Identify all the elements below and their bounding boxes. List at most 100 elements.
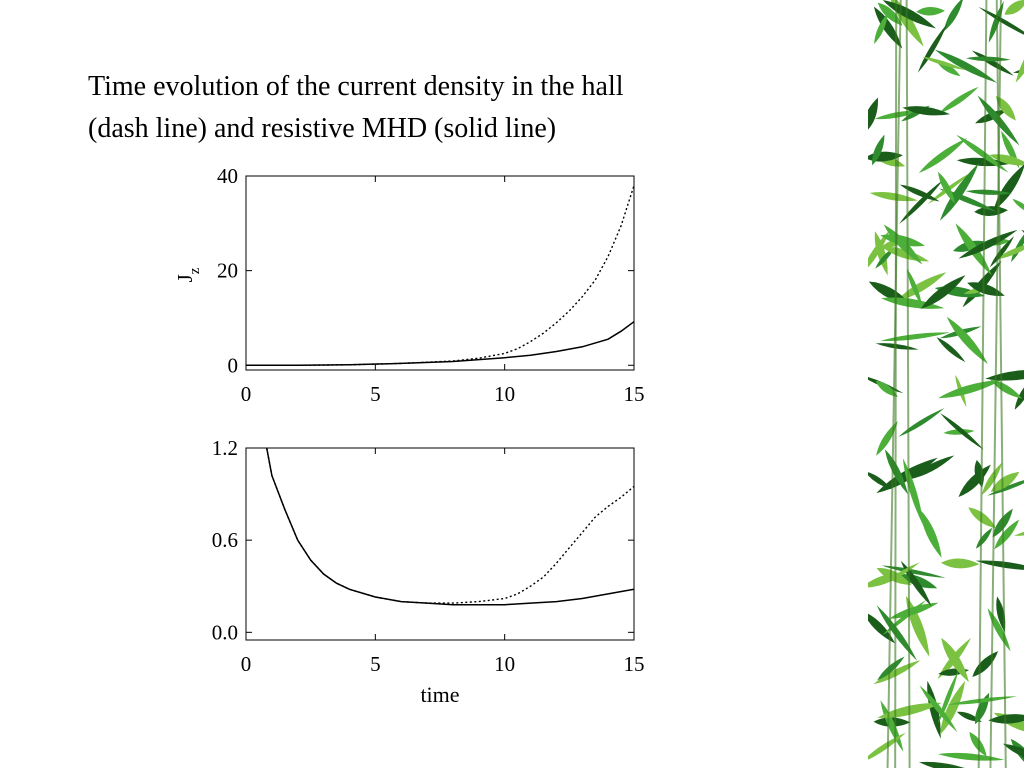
x-tick-label: 15 — [624, 382, 645, 406]
x-tick-label: 15 — [624, 652, 645, 676]
bamboo-leaf — [927, 680, 941, 739]
bamboo-leaf — [899, 184, 940, 202]
x-tick-label: 5 — [370, 652, 381, 676]
bamboo-leaf — [874, 12, 889, 44]
bamboo-leaf — [875, 343, 919, 350]
bamboo-leaf — [868, 732, 906, 763]
bamboo-leaf — [916, 7, 945, 16]
bamboo-leaf — [968, 507, 997, 529]
bamboo-leaf — [947, 696, 1018, 705]
y-tick-label: 40 — [217, 164, 238, 188]
series-line-solid — [246, 321, 635, 367]
bamboo-leaf — [909, 455, 955, 480]
bamboo-leaf — [938, 379, 1003, 399]
bamboo-leaf — [993, 163, 1024, 211]
bamboo-leaf — [940, 413, 984, 450]
bamboo-leaf — [918, 138, 967, 174]
bamboo-leaf — [1016, 746, 1024, 767]
y-tick-label: 0.6 — [212, 528, 238, 552]
plot-frame — [245, 447, 635, 641]
slide-title: Time evolution of the current density in… — [88, 66, 808, 150]
bamboo-stem — [894, 0, 898, 768]
x-tick-label: 5 — [370, 382, 381, 406]
bamboo-leaf — [967, 282, 1005, 296]
bamboo-leaf — [919, 685, 958, 733]
x-axis-label: time — [420, 682, 459, 707]
bamboo-stem — [977, 0, 988, 768]
bamboo-leaf — [919, 761, 982, 768]
bamboo-leaf — [965, 189, 1013, 195]
x-tick-label: 10 — [494, 652, 515, 676]
bamboo-leaf — [943, 429, 975, 435]
bamboo-leaf — [939, 163, 979, 221]
bamboo-leaf — [906, 268, 923, 307]
x-tick-label: 0 — [241, 652, 252, 676]
bamboo-leaf — [938, 171, 956, 204]
bamboo-leaf — [1012, 198, 1024, 215]
series-line-solid — [265, 447, 635, 606]
y-axis-label: Jz — [173, 267, 203, 282]
bamboo-leaf — [958, 229, 1018, 259]
bamboo-leaf — [981, 462, 1003, 495]
bamboo-stem — [905, 0, 911, 768]
bamboo-leaf — [934, 49, 998, 83]
y-axis-label-subscript: z — [187, 267, 203, 274]
bamboo-leaf — [940, 558, 980, 569]
bamboo-stem — [886, 0, 902, 768]
bamboo-leaf — [920, 509, 942, 558]
bamboo-leaf — [956, 134, 1009, 173]
bamboo-leaf — [899, 179, 944, 224]
chart-panel-2: 0 5 10 15 0.0 0.6 1.2 time — [212, 436, 645, 707]
bamboo-leaf — [868, 471, 892, 490]
y-tick-label: 20 — [217, 259, 238, 283]
bamboo-leaf — [898, 408, 945, 437]
bamboo-leaf — [994, 519, 1020, 550]
bamboo-leaf — [955, 374, 967, 408]
bamboo-stem — [989, 0, 1002, 768]
bamboo-leaf — [880, 332, 950, 342]
x-tick-label: 0 — [241, 382, 252, 406]
bamboo-leaf — [875, 380, 898, 397]
bamboo-leaf — [988, 714, 1024, 724]
bamboo-leaf — [996, 596, 1006, 633]
bamboo-leaf — [922, 56, 966, 71]
bamboo-leaf — [972, 651, 999, 677]
bamboo-leaf — [975, 560, 1024, 571]
bamboo-leaf — [989, 236, 1015, 268]
bamboo-leaf — [936, 337, 966, 363]
bamboo-leaf — [883, 224, 923, 265]
x-tick-label: 10 — [494, 382, 515, 406]
y-tick-label: 1.2 — [212, 436, 238, 460]
bamboo-leaf — [902, 106, 950, 116]
bamboo-leaf — [966, 56, 1011, 62]
bamboo-leaf — [881, 565, 946, 578]
bamboo-leaf — [992, 508, 1013, 538]
bamboo-leaf — [896, 272, 947, 301]
bamboo-leaf — [946, 316, 988, 365]
bamboo-leaf — [978, 6, 1024, 41]
bamboo-leaf — [920, 275, 966, 309]
bamboo-leaf — [883, 562, 920, 584]
series-line-dotted — [266, 447, 635, 604]
bamboo-leaf — [958, 464, 991, 497]
bamboo-leaf — [996, 96, 1016, 121]
bamboo-leaf — [874, 231, 888, 276]
bamboo-leaf — [944, 0, 964, 32]
bamboo-leaf — [868, 229, 891, 275]
bamboo-leaf — [1015, 31, 1024, 83]
bamboo-leaf — [975, 527, 993, 549]
bamboo-leaf — [868, 97, 878, 135]
series-line-dotted — [246, 185, 635, 366]
slide-title-line-1: Time evolution of the current density in… — [88, 71, 624, 102]
bamboo-leaf — [868, 611, 896, 644]
bamboo-leaf — [938, 86, 979, 114]
bamboo-leaf — [938, 670, 959, 724]
bamboo-leaves-icon — [868, 0, 1024, 768]
plot-frame — [245, 175, 635, 371]
bamboo-leaf — [872, 134, 885, 166]
bamboo-leaf — [876, 605, 918, 661]
bamboo-leaf — [917, 23, 948, 73]
bamboo-leaf — [990, 471, 1020, 492]
bamboo-leaf — [995, 242, 1024, 260]
